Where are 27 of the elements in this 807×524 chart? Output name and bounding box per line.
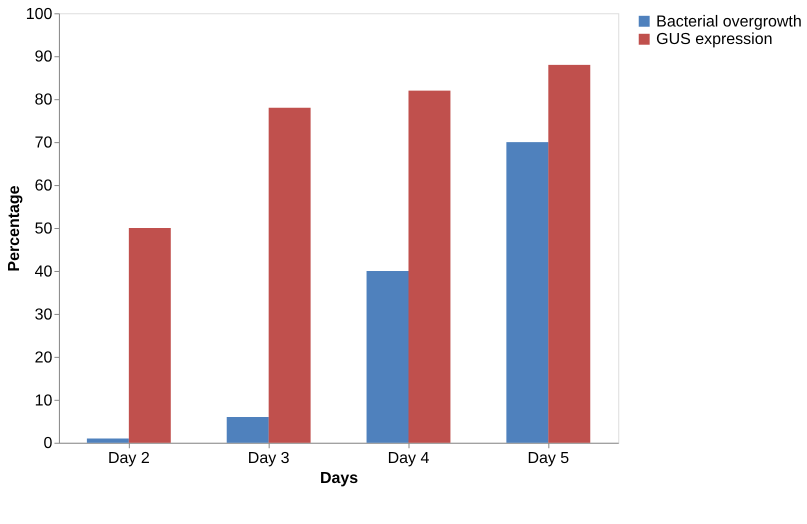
bar bbox=[366, 270, 408, 443]
x-axis-title: Days bbox=[320, 470, 358, 488]
x-tick-label: Day 3 bbox=[248, 450, 290, 468]
y-tick-label: 50 bbox=[34, 220, 53, 238]
bar bbox=[408, 90, 450, 443]
y-tick-label: 90 bbox=[34, 48, 53, 66]
y-tick-label: 60 bbox=[34, 178, 53, 195]
x-tick-label: Day 2 bbox=[108, 450, 150, 468]
bar bbox=[548, 64, 590, 443]
bar bbox=[226, 416, 269, 443]
bar bbox=[86, 438, 129, 443]
y-tick-label: 70 bbox=[34, 134, 53, 152]
legend-label: Bacterial overgrowth bbox=[656, 13, 802, 30]
bar bbox=[268, 108, 311, 443]
y-axis-title: Percentage bbox=[6, 185, 23, 272]
y-tick-label: 10 bbox=[34, 392, 53, 410]
bar bbox=[128, 228, 171, 443]
y-tick-label: 40 bbox=[34, 263, 53, 280]
y-tick-label: 80 bbox=[34, 92, 53, 109]
y-tick-label: 20 bbox=[34, 349, 53, 366]
x-tick-label: Day 4 bbox=[388, 450, 430, 468]
y-tick-label: 100 bbox=[26, 6, 53, 23]
y-tick-label: 30 bbox=[34, 306, 53, 324]
legend-label: GUS expression bbox=[656, 31, 772, 48]
x-tick-label: Day 5 bbox=[527, 450, 570, 468]
bar bbox=[506, 142, 548, 443]
y-tick-label: 0 bbox=[44, 435, 53, 452]
